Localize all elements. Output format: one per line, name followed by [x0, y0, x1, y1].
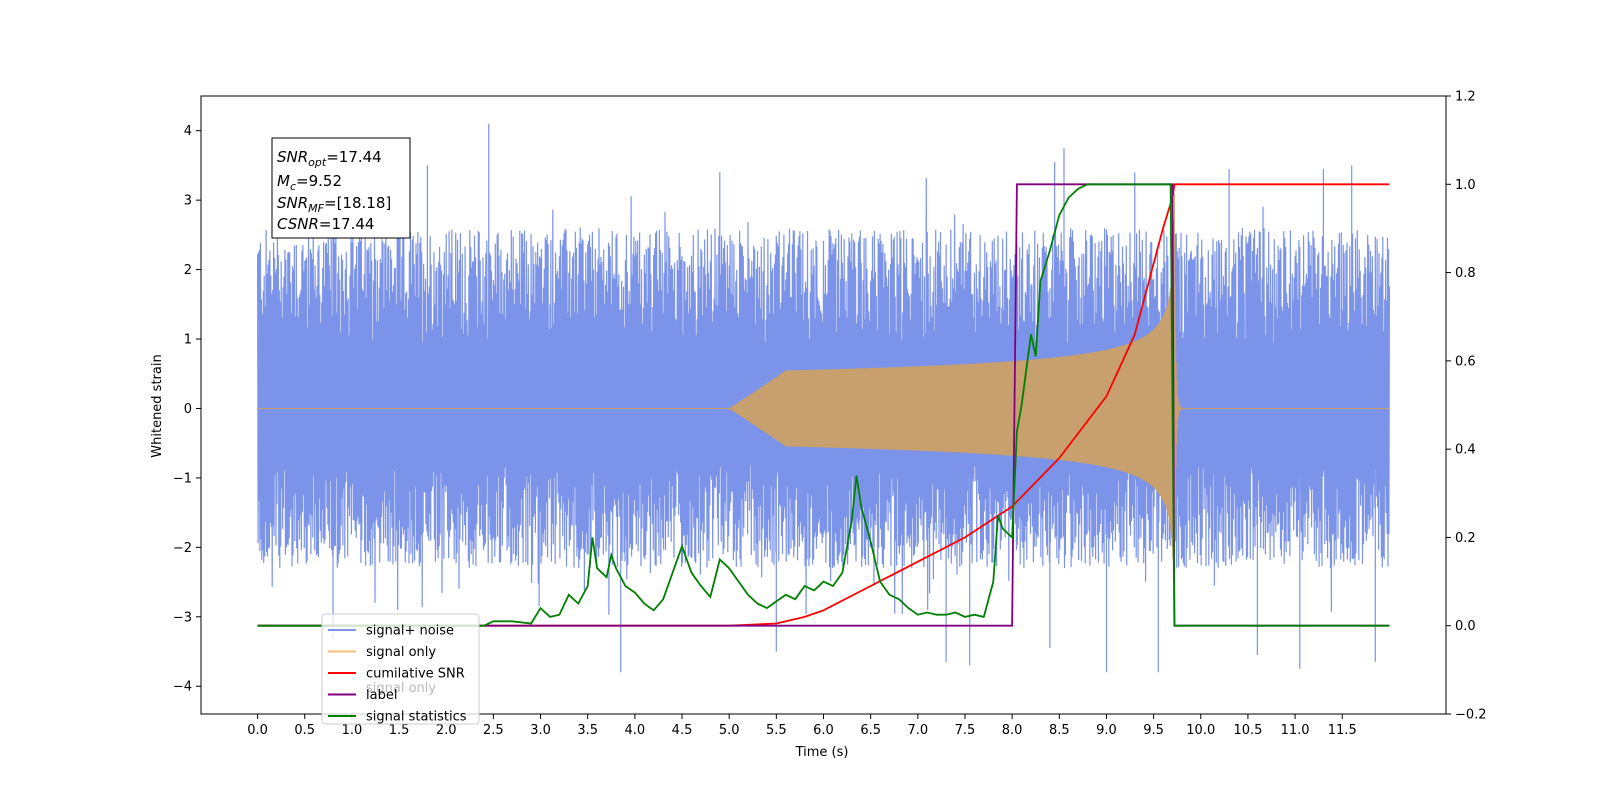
x-tick-label: 0.5 — [294, 723, 315, 738]
x-tick-label: 4.0 — [625, 723, 646, 738]
x-tick-label: 2.0 — [436, 723, 457, 738]
x-tick-label: 10.0 — [1186, 723, 1215, 738]
x-tick-label: 1.0 — [342, 723, 363, 738]
y-left-tick-label: 4 — [184, 124, 192, 139]
y-axis-left-title: Whitened strain — [150, 354, 165, 457]
legend-label: label — [366, 688, 397, 703]
annot-snr-opt-value: =17.44 — [326, 148, 382, 166]
series-signal-only — [257, 193, 1390, 624]
x-tick-label: 3.5 — [577, 723, 598, 738]
x-tick-label: 1.5 — [389, 723, 410, 738]
x-tick-label: 0.0 — [247, 723, 268, 738]
y-left-tick-label: 1 — [184, 333, 192, 348]
annot-snr-opt-sub: opt — [308, 156, 327, 169]
svg-text:SNRopt=17.44: SNRopt=17.44 — [277, 148, 382, 169]
x-axis-title: Time (s) — [795, 745, 849, 760]
x-tick-label: 4.5 — [672, 723, 693, 738]
legend-label: signal statistics — [366, 710, 467, 725]
y-axis-left: −4 −3 −2 −1 0 1 2 3 4 — [173, 124, 201, 695]
y-left-tick-label: −2 — [173, 541, 192, 556]
annotation-box: SNRopt=17.44 Mc=9.52 SNRMF=[18.18] CSNR=… — [271, 137, 411, 239]
y-right-tick-label: 0.0 — [1455, 619, 1476, 634]
y-right-tick-label: 0.4 — [1455, 443, 1476, 458]
legend-label: signal+ noise — [366, 624, 454, 639]
annot-mc-value: =9.52 — [296, 172, 342, 190]
y-right-tick-label: 1.0 — [1455, 178, 1476, 193]
x-tick-label: 6.0 — [813, 723, 834, 738]
y-left-tick-label: 0 — [184, 402, 192, 417]
svg-text:SNRMF=[18.18]: SNRMF=[18.18] — [277, 194, 391, 215]
x-tick-label: 9.0 — [1096, 723, 1117, 738]
annot-snr-mf-label: SNR — [277, 194, 308, 212]
x-tick-label: 8.0 — [1002, 723, 1023, 738]
series-signal-noise — [257, 123, 1390, 673]
x-tick-label: 7.5 — [955, 723, 976, 738]
x-tick-label: 9.5 — [1143, 723, 1164, 738]
legend-ghost-text: signal only — [366, 681, 436, 696]
x-tick-label: 7.0 — [907, 723, 928, 738]
y-left-tick-label: 2 — [184, 263, 192, 278]
x-axis: 0.0 0.5 1.0 1.5 2.0 2.5 3.0 3.5 4.0 4.5 5.0 5.5 6.0 6… — [247, 714, 1357, 738]
svg-text:CSNR=17.44: CSNR=17.44 — [277, 215, 374, 233]
annot-mc-sub: c — [290, 180, 296, 193]
x-tick-label: 10.5 — [1233, 723, 1262, 738]
annot-snr-opt-label: SNR — [277, 148, 308, 166]
annot-snr-mf-sub: MF — [308, 202, 324, 215]
x-tick-label: 2.5 — [483, 723, 504, 738]
annot-snr-mf-value: =[18.18] — [324, 194, 391, 212]
y-right-tick-label: −0.2 — [1455, 708, 1487, 723]
y-right-tick-label: 1.2 — [1455, 90, 1476, 105]
x-tick-label: 11.5 — [1328, 723, 1357, 738]
y-axis-right: −0.2 0.0 0.2 0.4 0.6 0.8 1.0 1.2 — [1446, 90, 1487, 723]
x-tick-label: 5.5 — [766, 723, 787, 738]
annot-csnr-value: =17.44 — [319, 215, 375, 233]
y-left-tick-label: −3 — [173, 610, 192, 625]
y-left-tick-label: −4 — [173, 680, 192, 695]
svg-text:Mc=9.52: Mc=9.52 — [277, 172, 342, 193]
y-right-tick-label: 0.6 — [1455, 354, 1476, 369]
legend-label: cumilative SNR — [366, 667, 465, 682]
series-layer — [257, 123, 1390, 673]
x-tick-label: 8.5 — [1049, 723, 1070, 738]
x-tick-label: 6.5 — [860, 723, 881, 738]
series-signal-statistics — [257, 183, 1390, 627]
legend-label: signal only — [366, 645, 436, 660]
x-tick-label: 5.0 — [719, 723, 740, 738]
y-left-tick-label: 3 — [184, 194, 192, 209]
y-left-tick-label: −1 — [173, 471, 192, 486]
annot-mc-label: M — [277, 172, 290, 190]
y-right-tick-label: 0.2 — [1455, 531, 1476, 546]
x-tick-label: 11.0 — [1281, 723, 1310, 738]
y-right-tick-label: 0.8 — [1455, 266, 1476, 281]
annot-csnr-label: CSNR — [277, 215, 319, 233]
x-tick-label: 3.0 — [530, 723, 551, 738]
